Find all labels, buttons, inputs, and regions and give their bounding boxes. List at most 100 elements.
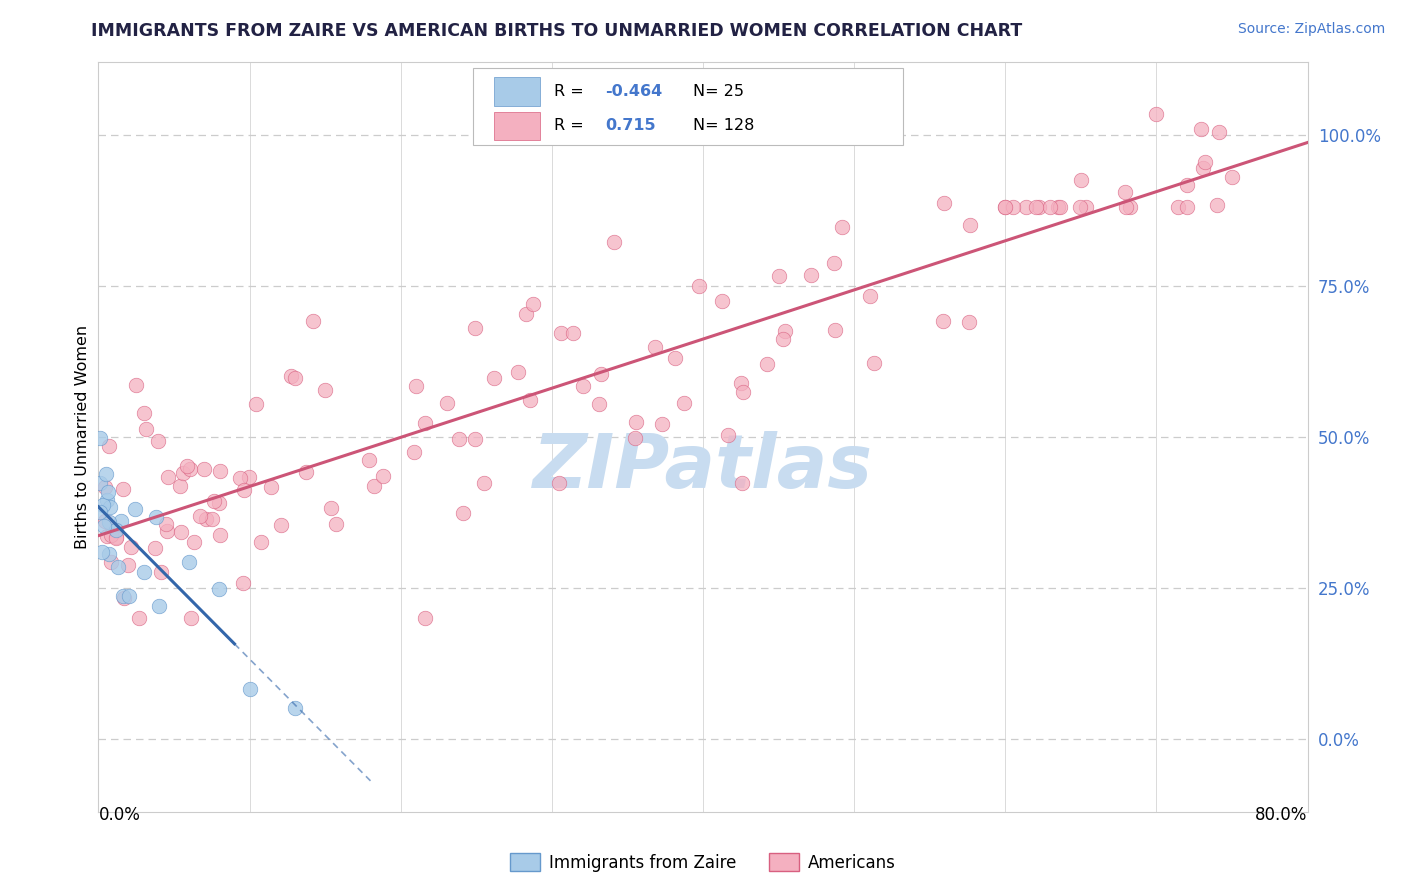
Point bbox=[730, 376, 752, 390]
Point bbox=[664, 351, 686, 365]
Point bbox=[325, 516, 347, 531]
Point bbox=[94, 480, 117, 494]
Point bbox=[775, 324, 797, 338]
Text: IMMIGRANTS FROM ZAIRE VS AMERICAN BIRTHS TO UNMARRIED WOMEN CORRELATION CHART: IMMIGRANTS FROM ZAIRE VS AMERICAN BIRTHS… bbox=[91, 22, 1022, 40]
Point bbox=[1039, 201, 1062, 215]
Point bbox=[94, 467, 117, 482]
Point bbox=[1206, 198, 1229, 212]
Point bbox=[957, 315, 980, 329]
Point bbox=[731, 475, 754, 490]
Legend: Immigrants from Zaire, Americans: Immigrants from Zaire, Americans bbox=[503, 847, 903, 879]
Point bbox=[188, 509, 211, 524]
Text: -0.464: -0.464 bbox=[605, 84, 662, 99]
Point bbox=[179, 462, 201, 476]
Point bbox=[135, 422, 157, 436]
Point bbox=[673, 396, 696, 410]
Point bbox=[96, 529, 118, 543]
Point bbox=[768, 268, 790, 283]
Point bbox=[1024, 201, 1046, 215]
Point bbox=[125, 378, 148, 392]
FancyBboxPatch shape bbox=[474, 69, 903, 145]
Text: Source: ZipAtlas.com: Source: ZipAtlas.com bbox=[1237, 22, 1385, 37]
Point bbox=[148, 599, 170, 614]
Point bbox=[202, 494, 225, 508]
Point bbox=[464, 432, 486, 446]
Point bbox=[359, 453, 381, 467]
Point bbox=[105, 530, 128, 544]
Point bbox=[1175, 201, 1198, 215]
Point bbox=[831, 219, 853, 234]
Point bbox=[118, 589, 141, 603]
Text: R =: R = bbox=[554, 119, 595, 134]
Point bbox=[145, 509, 167, 524]
Point bbox=[519, 393, 541, 408]
Point bbox=[100, 527, 122, 541]
Point bbox=[1115, 201, 1137, 215]
Point bbox=[1175, 178, 1198, 193]
Point bbox=[550, 326, 572, 341]
Point bbox=[1028, 201, 1050, 215]
Point bbox=[314, 383, 336, 397]
Point bbox=[711, 294, 734, 309]
Point bbox=[89, 431, 111, 445]
Point bbox=[413, 416, 436, 430]
Point bbox=[132, 406, 155, 420]
Point bbox=[170, 524, 193, 539]
Point bbox=[548, 476, 571, 491]
Point bbox=[482, 371, 505, 385]
Text: N= 25: N= 25 bbox=[693, 84, 744, 99]
Point bbox=[603, 235, 626, 249]
Point bbox=[194, 512, 217, 526]
Point bbox=[1015, 201, 1038, 215]
Point bbox=[522, 297, 544, 311]
Point bbox=[97, 547, 120, 561]
Text: 80.0%: 80.0% bbox=[1256, 805, 1308, 823]
Point bbox=[104, 524, 127, 538]
Point bbox=[232, 575, 254, 590]
Point bbox=[280, 369, 302, 384]
Point bbox=[97, 515, 120, 529]
Point bbox=[91, 545, 114, 559]
Point bbox=[149, 566, 172, 580]
Point bbox=[1070, 173, 1092, 187]
Point bbox=[1192, 161, 1215, 175]
Point bbox=[363, 479, 385, 493]
Point bbox=[1119, 201, 1142, 215]
Text: 0.0%: 0.0% bbox=[98, 805, 141, 823]
Point bbox=[284, 370, 307, 384]
Point bbox=[169, 479, 191, 493]
Point bbox=[260, 480, 283, 494]
Point bbox=[624, 431, 647, 445]
Point bbox=[447, 432, 470, 446]
Point bbox=[301, 314, 323, 328]
Point bbox=[1049, 201, 1071, 215]
Point bbox=[208, 582, 231, 597]
Point bbox=[823, 256, 845, 270]
Y-axis label: Births to Unmarried Women: Births to Unmarried Women bbox=[75, 325, 90, 549]
Point bbox=[717, 428, 740, 442]
Point bbox=[270, 518, 292, 533]
Point bbox=[179, 555, 201, 569]
FancyBboxPatch shape bbox=[494, 112, 540, 140]
Point bbox=[1002, 201, 1025, 215]
Point bbox=[209, 527, 232, 541]
Point bbox=[176, 459, 198, 474]
Point bbox=[193, 462, 215, 476]
Point bbox=[800, 268, 823, 283]
Point bbox=[405, 379, 427, 393]
Point bbox=[94, 514, 117, 528]
Point bbox=[233, 483, 256, 498]
Point bbox=[589, 367, 612, 381]
Point bbox=[1046, 201, 1069, 215]
Point bbox=[1069, 201, 1091, 215]
Text: R =: R = bbox=[554, 84, 589, 99]
Point bbox=[319, 501, 342, 516]
Point bbox=[132, 565, 155, 579]
Point bbox=[96, 485, 118, 500]
Point bbox=[572, 378, 595, 392]
Point bbox=[436, 396, 458, 410]
Point bbox=[148, 434, 170, 449]
Point bbox=[402, 445, 425, 459]
Point bbox=[515, 307, 537, 321]
Point bbox=[120, 540, 142, 554]
